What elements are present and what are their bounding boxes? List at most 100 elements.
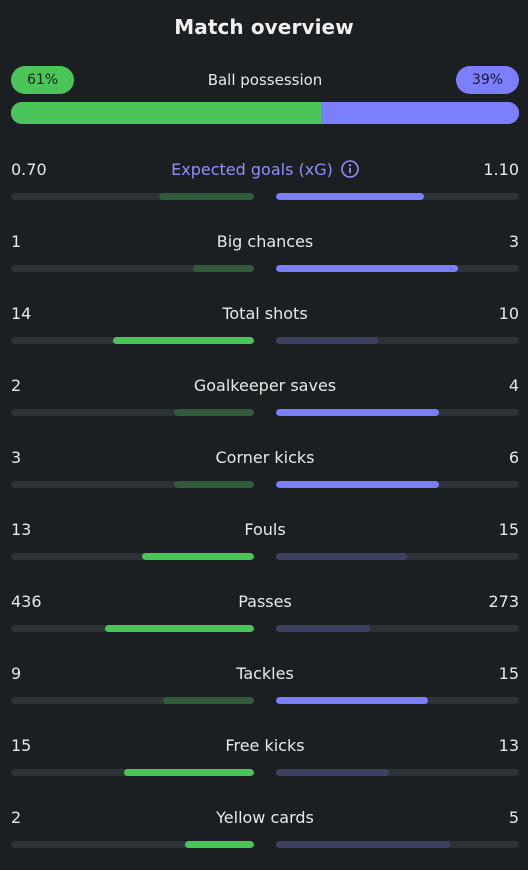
stat-label-text: Big chances bbox=[216, 232, 314, 251]
stat-label-text: Yellow cards bbox=[216, 808, 314, 827]
away-stat-bar bbox=[276, 697, 428, 704]
home-stat-bar bbox=[113, 337, 254, 344]
home-stat-track bbox=[11, 841, 254, 848]
home-stat-value: 436 bbox=[11, 592, 42, 611]
home-stat-bar bbox=[193, 265, 254, 272]
stat-label: Big chances bbox=[11, 232, 519, 252]
home-stat-value: 3 bbox=[11, 448, 22, 467]
away-stat-track bbox=[276, 337, 519, 344]
home-stat-bar bbox=[174, 481, 254, 488]
stat-label: Goalkeeper saves bbox=[11, 376, 519, 396]
home-stat-value: 1 bbox=[11, 232, 22, 251]
away-stat-track bbox=[276, 409, 519, 416]
home-stat-track bbox=[11, 409, 254, 416]
home-stat-value: 2 bbox=[11, 808, 22, 827]
away-stat-value: 4 bbox=[508, 376, 519, 395]
stat-label: Total shots bbox=[11, 304, 519, 324]
stat-label: Corner kicks bbox=[11, 448, 519, 468]
stat-label-text: Goalkeeper saves bbox=[193, 376, 337, 395]
stat-label: Yellow cards bbox=[11, 808, 519, 828]
stat-row: 0.70 Expected goals (xG) 1.10 bbox=[11, 160, 519, 202]
stat-label-text: Fouls bbox=[244, 520, 286, 539]
home-stat-bar bbox=[142, 553, 254, 560]
away-stat-bar bbox=[276, 625, 370, 632]
away-stat-value: 3 bbox=[508, 232, 519, 251]
possession-bar-away bbox=[321, 102, 519, 124]
away-stat-bar bbox=[276, 841, 450, 848]
stat-row: 14 Total shots 10 bbox=[11, 304, 519, 346]
stat-label-text: Tackles bbox=[236, 664, 294, 683]
stat-row: 2 Yellow cards 5 bbox=[11, 808, 519, 850]
away-stat-value: 15 bbox=[498, 664, 519, 683]
stat-row: 3 Corner kicks 6 bbox=[11, 448, 519, 490]
home-stat-track bbox=[11, 265, 254, 272]
away-stat-bar bbox=[276, 337, 378, 344]
away-stat-track bbox=[276, 265, 519, 272]
away-stat-value: 1.10 bbox=[483, 160, 519, 179]
away-stat-track bbox=[276, 697, 519, 704]
home-stat-bar bbox=[163, 697, 254, 704]
stat-label: Passes bbox=[11, 592, 519, 612]
info-icon[interactable] bbox=[341, 160, 359, 178]
home-stat-value: 13 bbox=[11, 520, 32, 539]
away-stat-track bbox=[276, 841, 519, 848]
home-stat-track bbox=[11, 193, 254, 200]
stat-label-text: Total shots bbox=[222, 304, 308, 323]
home-stat-track bbox=[11, 553, 254, 560]
home-stat-value: 9 bbox=[11, 664, 22, 683]
away-possession-badge: 39% bbox=[456, 66, 519, 94]
home-stat-track bbox=[11, 697, 254, 704]
away-stat-value: 6 bbox=[508, 448, 519, 467]
stat-label-text: Free kicks bbox=[225, 736, 305, 755]
away-stat-value: 13 bbox=[498, 736, 519, 755]
away-stat-bar bbox=[276, 193, 424, 200]
stat-label: Free kicks bbox=[11, 736, 519, 756]
home-stat-bar bbox=[124, 769, 254, 776]
stat-label[interactable]: Expected goals (xG) bbox=[11, 160, 519, 180]
away-stat-track bbox=[276, 481, 519, 488]
away-stat-track bbox=[276, 625, 519, 632]
away-stat-track bbox=[276, 193, 519, 200]
possession-label: Ball possession bbox=[207, 71, 323, 89]
away-stat-track bbox=[276, 553, 519, 560]
stat-row: 15 Free kicks 13 bbox=[11, 736, 519, 778]
away-stat-bar bbox=[276, 265, 458, 272]
stat-label: Tackles bbox=[11, 664, 519, 684]
home-stat-track bbox=[11, 481, 254, 488]
stat-label-text: Corner kicks bbox=[215, 448, 315, 467]
home-stat-track bbox=[11, 769, 254, 776]
away-stat-value: 10 bbox=[498, 304, 519, 323]
home-stat-bar bbox=[159, 193, 254, 200]
stat-row: 436 Passes 273 bbox=[11, 592, 519, 634]
stat-label: Fouls bbox=[11, 520, 519, 540]
stat-row: 2 Goalkeeper saves 4 bbox=[11, 376, 519, 418]
home-stat-bar bbox=[174, 409, 254, 416]
away-stat-bar bbox=[276, 553, 407, 560]
away-stat-bar bbox=[276, 409, 439, 416]
away-stat-value: 273 bbox=[488, 592, 519, 611]
stat-label-text: Expected goals (xG) bbox=[171, 160, 333, 179]
possession-bar-home bbox=[11, 102, 321, 124]
home-possession-badge: 61% bbox=[11, 66, 74, 94]
home-stat-value: 2 bbox=[11, 376, 22, 395]
home-stat-value: 0.70 bbox=[11, 160, 47, 179]
away-stat-bar bbox=[276, 481, 439, 488]
home-stat-value: 14 bbox=[11, 304, 32, 323]
stat-row: 1 Big chances 3 bbox=[11, 232, 519, 274]
stat-label-text: Passes bbox=[238, 592, 292, 611]
home-stat-track bbox=[11, 337, 254, 344]
stat-row: 13 Fouls 15 bbox=[11, 520, 519, 562]
home-stat-bar bbox=[185, 841, 254, 848]
panel-title: Match overview bbox=[174, 15, 354, 39]
possession-bar bbox=[11, 102, 519, 124]
home-stat-track bbox=[11, 625, 254, 632]
stat-row: 9 Tackles 15 bbox=[11, 664, 519, 706]
possession-header: 61% Ball possession 39% bbox=[11, 66, 519, 94]
away-stat-bar bbox=[276, 769, 389, 776]
away-stat-track bbox=[276, 769, 519, 776]
away-stat-value: 5 bbox=[508, 808, 519, 827]
away-stat-value: 15 bbox=[498, 520, 519, 539]
home-stat-bar bbox=[105, 625, 254, 632]
home-stat-value: 15 bbox=[11, 736, 32, 755]
